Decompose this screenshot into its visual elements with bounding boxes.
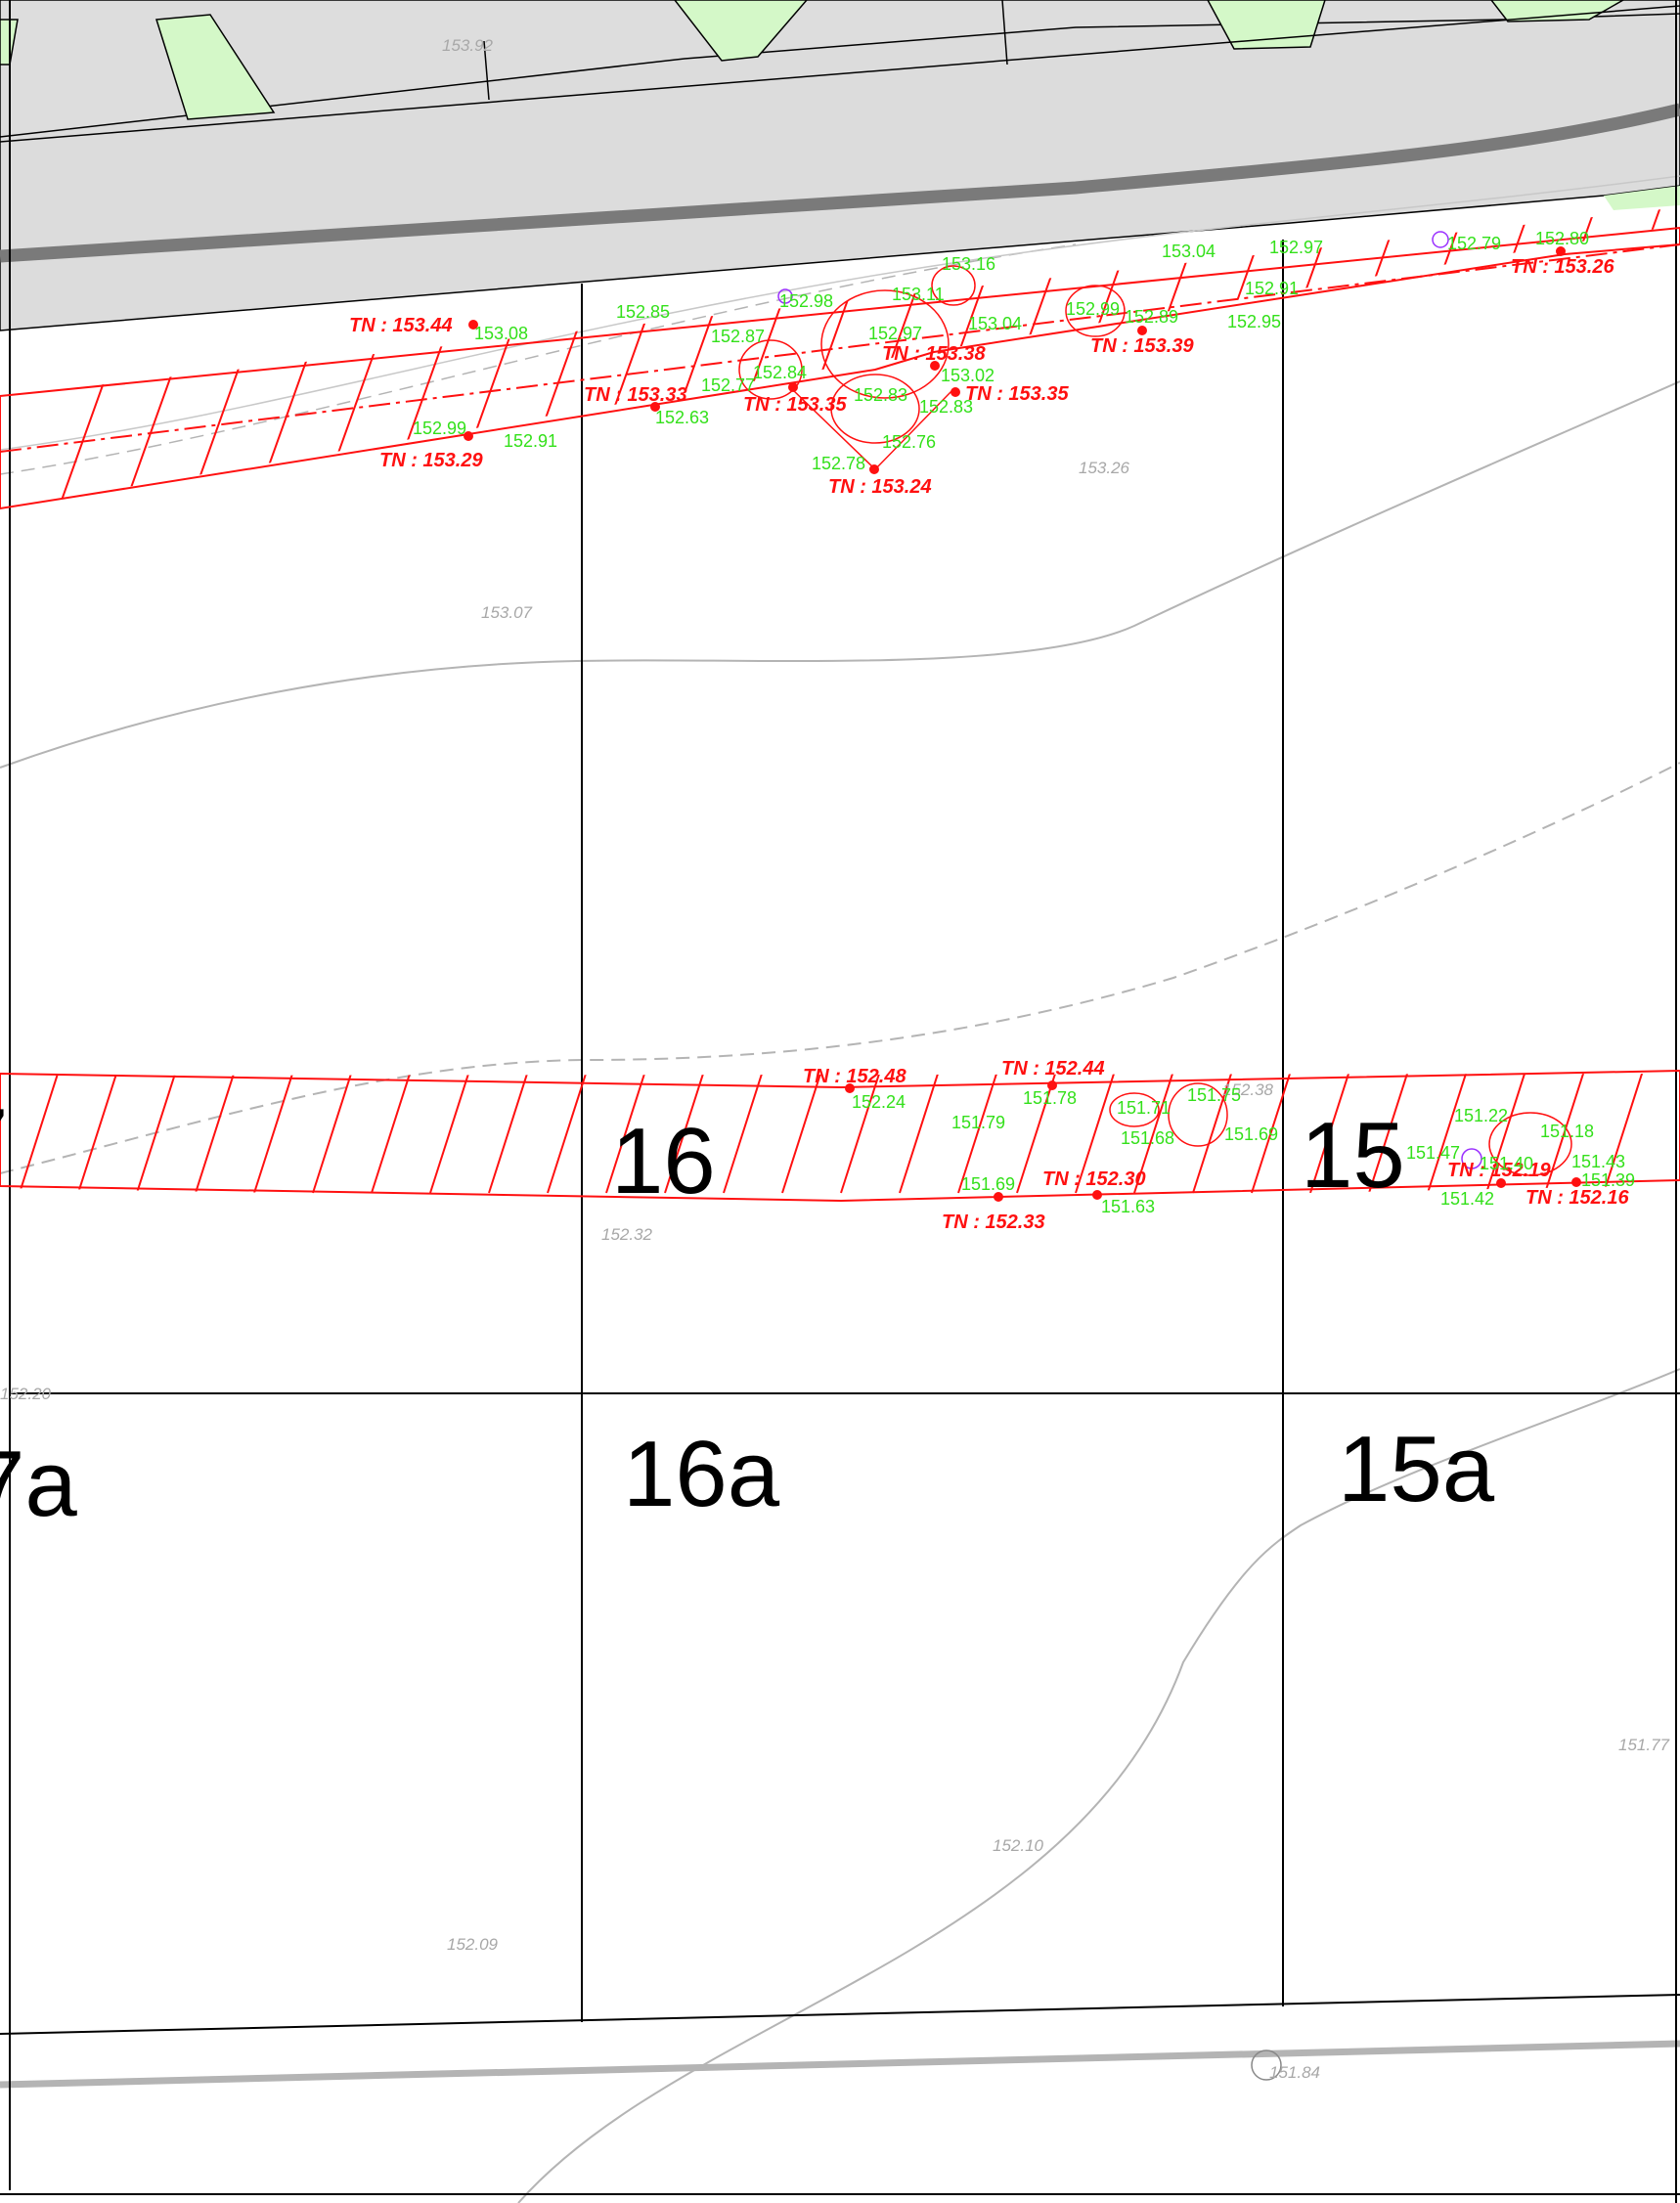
spot-height: 153.92	[442, 36, 494, 55]
terrain-level: TN : 153.39	[1090, 335, 1194, 357]
road-divider	[1001, 0, 1008, 66]
contour-line	[0, 762, 1680, 1174]
green-area	[155, 14, 276, 120]
terrain-level: TN : 153.35	[743, 394, 847, 416]
survey-point: 152.83	[919, 397, 973, 417]
road-divider	[483, 40, 490, 101]
survey-point: 151.69	[1224, 1124, 1278, 1144]
spot-height: 151.77	[1618, 1736, 1670, 1754]
survey-point: 151.40	[1480, 1154, 1533, 1173]
survey-point: 152.99	[1066, 299, 1120, 319]
survey-point: 151.22	[1454, 1106, 1508, 1125]
survey-point: 152.63	[655, 408, 709, 427]
survey-point: 151.69	[961, 1174, 1015, 1194]
survey-point: 152.79	[1447, 234, 1501, 253]
terrain-level: TN : 153.44	[349, 315, 453, 336]
survey-point: 151.43	[1571, 1152, 1625, 1171]
road-curb	[0, 2040, 1680, 2089]
road-curb	[0, 103, 1680, 263]
contour-line	[0, 243, 1077, 475]
manhole-icon	[1251, 2049, 1282, 2081]
green-area	[1604, 186, 1680, 210]
survey-point: 151.18	[1540, 1122, 1594, 1141]
terrain-level: TN : 153.35	[965, 383, 1069, 405]
tree-outlines	[738, 265, 1572, 1176]
road-edge-line	[0, 5, 1680, 143]
plot-label: 7a	[0, 1432, 77, 1536]
terrain-level: TN : 152.16	[1525, 1187, 1629, 1209]
survey-point: 151.42	[1440, 1189, 1494, 1209]
survey-point: 152.87	[711, 327, 765, 346]
hatched-band	[0, 1069, 1680, 1203]
survey-point: 152.78	[812, 454, 865, 473]
survey-point: 153.04	[968, 314, 1022, 333]
survey-point: 153.11	[892, 285, 945, 304]
survey-point: 152.84	[753, 363, 807, 382]
plot-label: 15	[1301, 1103, 1405, 1208]
survey-point: 153.04	[1162, 242, 1216, 261]
spot-height: 152.38	[1222, 1080, 1274, 1099]
survey-point: 153.16	[942, 254, 995, 274]
survey-point: 152.97	[868, 324, 922, 343]
plot-label: 16	[611, 1109, 716, 1213]
survey-point: 151.75	[1187, 1085, 1241, 1105]
marker-icons	[777, 231, 1482, 1169]
survey-point: 152.97	[1269, 238, 1323, 257]
road-edge-line	[0, 1994, 1680, 2035]
survey-point: 152.95	[1227, 312, 1281, 331]
survey-point: 152.91	[504, 431, 557, 451]
contour-line	[0, 380, 1680, 769]
terrain-level: TN : 152.44	[1001, 1058, 1105, 1079]
survey-point: 152.99	[413, 419, 466, 438]
survey-point: 151.79	[951, 1113, 1005, 1132]
contour-line	[0, 175, 1680, 451]
terrain-level: TN : 152.30	[1042, 1168, 1146, 1190]
spot-height: 153.26	[1079, 459, 1130, 477]
tree-marker-icon	[777, 288, 793, 304]
survey-point: 151.71	[1117, 1098, 1171, 1118]
tree-marker-icon	[1461, 1148, 1482, 1169]
plot-label: 16a	[623, 1422, 780, 1526]
terrain-level: TN : 153.33	[584, 384, 687, 406]
survey-point: 151.47	[1406, 1143, 1460, 1163]
terrain-level: TN : 152.48	[803, 1066, 906, 1087]
survey-point: 151.68	[1121, 1128, 1174, 1148]
survey-point: 152.89	[1125, 307, 1178, 327]
terrain-level: TN : 153.29	[379, 450, 483, 471]
spot-height: 152.20	[0, 1385, 52, 1403]
spot-height: 151.84	[1269, 2063, 1320, 2082]
green-area	[1490, 0, 1625, 22]
survey-point: 153.02	[941, 366, 995, 385]
spot-height: 152.09	[447, 1935, 499, 1954]
survey-point: 152.85	[616, 302, 670, 322]
survey-point: 152.80	[1535, 229, 1589, 248]
terrain-level: TN : 153.24	[828, 476, 932, 498]
survey-point: 152.77	[701, 375, 755, 395]
survey-point: 152.76	[882, 432, 936, 452]
terrain-level: TN : 152.33	[942, 1212, 1045, 1233]
survey-point: 152.83	[854, 385, 907, 405]
survey-point: 152.24	[852, 1092, 906, 1112]
green-area	[674, 0, 808, 62]
terrain-level: TN : 153.26	[1511, 256, 1614, 278]
plot-label: 7	[0, 1089, 8, 1194]
survey-point: 152.98	[779, 291, 833, 311]
survey-point: 151.39	[1581, 1170, 1635, 1190]
level-points	[464, 246, 1581, 1202]
survey-point: 153.08	[474, 324, 528, 343]
contour-line	[517, 1368, 1680, 2203]
spot-height: 153.07	[481, 603, 533, 622]
spot-height: 152.32	[601, 1225, 653, 1244]
survey-point: 152.91	[1245, 279, 1299, 298]
survey-point: 151.78	[1023, 1088, 1077, 1108]
terrain-level: TN : 152.19	[1447, 1160, 1551, 1181]
survey-point: 151.63	[1101, 1197, 1155, 1216]
spot-height: 152.10	[993, 1836, 1044, 1855]
terrain-level: TN : 153.38	[882, 343, 986, 365]
tree-marker-icon	[1432, 231, 1449, 248]
plot-label: 15a	[1338, 1417, 1495, 1521]
hatched-band	[0, 207, 1680, 510]
